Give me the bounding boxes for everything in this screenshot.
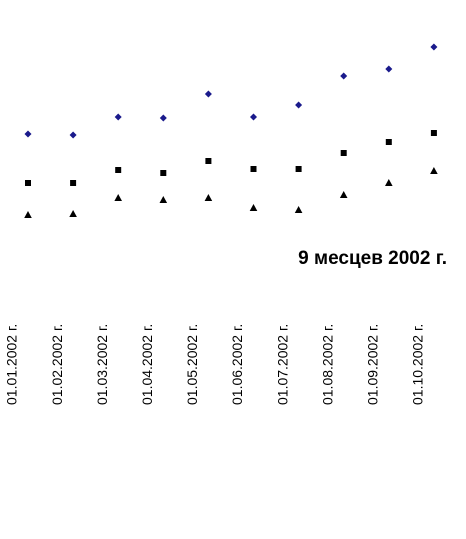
x-tick-label: 01.04.2002 г. [139,324,155,405]
marker-square [250,166,257,172]
marker-triangle [430,167,438,174]
marker-square [340,150,347,156]
marker-square [25,180,31,186]
marker-diamond [250,113,257,121]
marker-triangle [24,211,32,218]
x-tick-label: 01.01.2002 г. [4,324,20,405]
marker-triangle [339,191,348,198]
marker-square [70,180,77,186]
marker-square [295,166,302,172]
marker-triangle [69,210,77,217]
marker-triangle [204,194,213,201]
x-tick-label: 01.10.2002 г. [410,324,426,405]
marker-diamond [340,72,348,80]
marker-triangle [249,204,258,211]
x-tick-label: 01.08.2002 г. [319,324,335,405]
marker-square [205,158,212,164]
marker-triangle [159,196,168,203]
marker-square [160,170,167,176]
marker-diamond [114,113,122,121]
marker-triangle [294,206,303,213]
marker-diamond [69,131,77,139]
x-tick-label: 01.07.2002 г. [274,324,290,405]
x-tick-label: 01.02.2002 г. [49,324,65,405]
x-tick-label: 01.06.2002 г. [229,324,245,405]
chart-title: 9 месцев 2002 г. [298,248,447,269]
marker-diamond [159,114,167,122]
marker-square [430,130,437,136]
marker-diamond [295,101,303,109]
marker-square [385,139,392,145]
marker-diamond [24,130,32,138]
x-tick-label: 01.09.2002 г. [365,324,381,405]
x-tick-label: 01.03.2002 г. [94,324,110,405]
x-tick-label: 01.05.2002 г. [184,324,200,405]
marker-triangle [114,194,122,201]
marker-diamond [385,65,393,73]
marker-diamond [204,90,212,98]
marker-square [115,167,122,173]
marker-diamond [430,43,438,51]
marker-triangle [385,179,393,186]
